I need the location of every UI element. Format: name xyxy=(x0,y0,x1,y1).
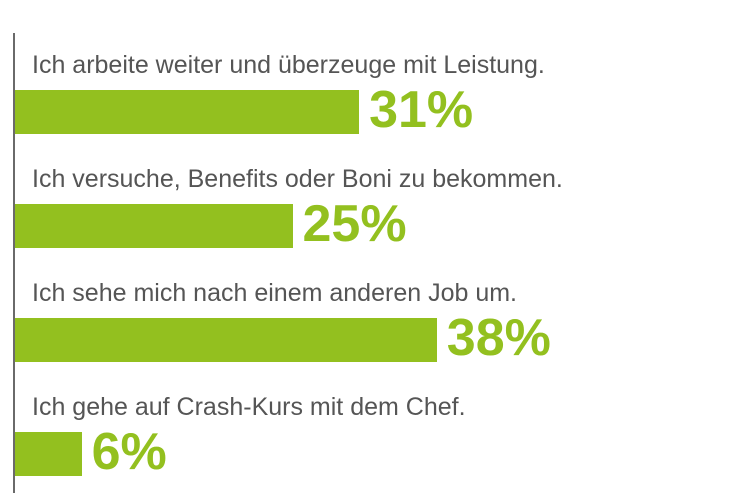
category-label: Ich sehe mich nach einem anderen Job um. xyxy=(32,279,517,307)
value-label: 25% xyxy=(302,195,407,253)
chart-axis-line xyxy=(13,33,15,493)
bar xyxy=(15,90,360,134)
value-label: 6% xyxy=(91,423,167,481)
category-label: Ich gehe auf Crash-Kurs mit dem Chef. xyxy=(32,393,466,421)
bar xyxy=(15,318,437,362)
value-label: 31% xyxy=(369,81,474,139)
value-label: 38% xyxy=(446,309,551,367)
category-label: Ich arbeite weiter und überzeuge mit Lei… xyxy=(32,51,545,79)
bar xyxy=(15,432,82,476)
bar xyxy=(15,204,293,248)
category-label: Ich versuche, Benefits oder Boni zu beko… xyxy=(32,165,563,193)
